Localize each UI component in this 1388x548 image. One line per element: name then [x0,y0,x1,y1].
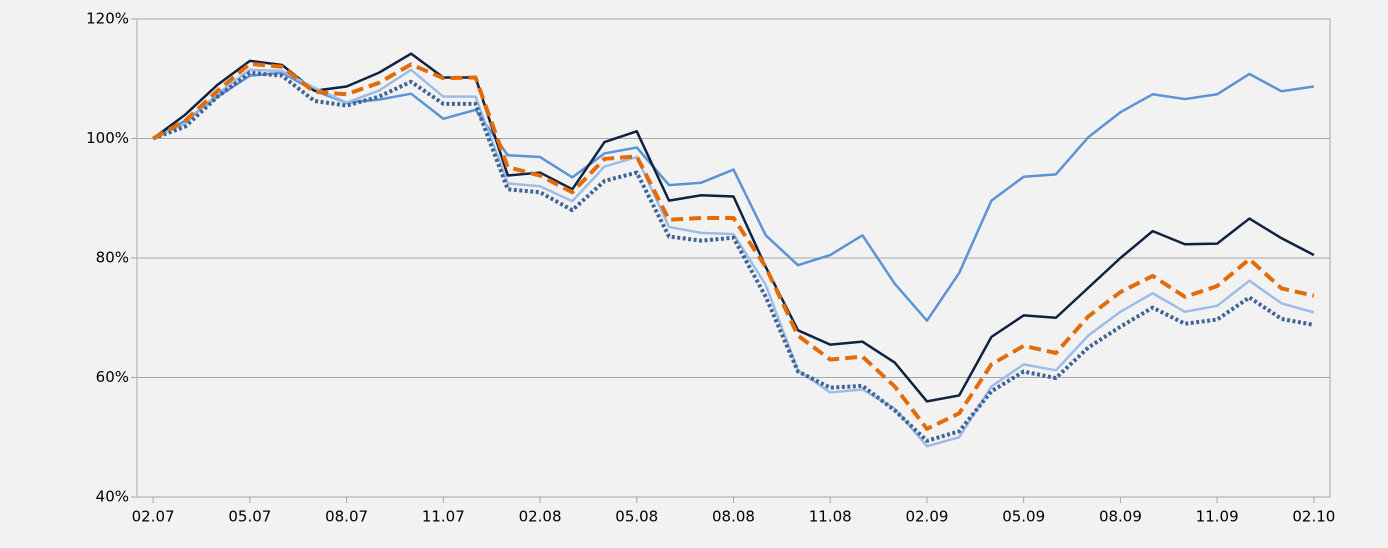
series-line [152,52,1315,403]
x-tick-label: 05.07 [228,508,271,526]
x-tick-label: 08.09 [1099,508,1142,526]
x-tick-label: 02.10 [1292,508,1335,526]
series-line [152,68,1315,448]
x-tick-label: 02.08 [519,508,562,526]
y-tick-label: 120% [86,10,129,28]
x-tick-label: 08.07 [325,508,368,526]
x-tick-label: 05.08 [615,508,658,526]
x-tick-label: 05.09 [1002,508,1045,526]
x-tick-label: 11.09 [1196,508,1239,526]
y-tick-label: 60% [96,368,129,386]
x-tick-label: 02.09 [905,508,948,526]
y-tick-label: 80% [96,249,129,267]
x-tick-label: 11.07 [422,508,465,526]
series-line [152,70,1315,443]
y-tick-label: 100% [86,129,129,147]
x-tick-label: 08.08 [712,508,755,526]
series-line [152,61,1315,431]
x-tick-label: 11.08 [809,508,852,526]
y-tick-label: 40% [96,488,129,506]
x-tick-label: 02.07 [132,508,175,526]
